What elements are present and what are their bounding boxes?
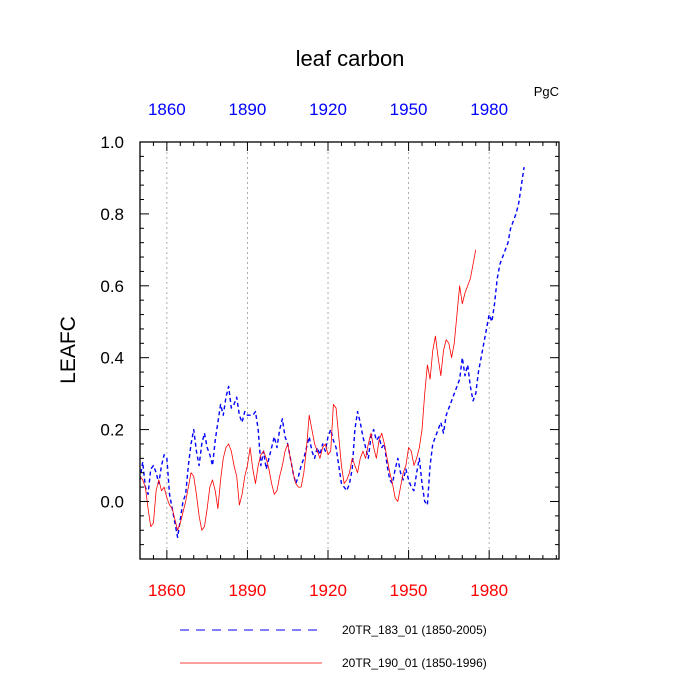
series-line-a — [139, 167, 525, 539]
ticks-layer — [139, 141, 559, 560]
x-tick-label-top-1860: 1860 — [148, 100, 186, 119]
y-tick-label-2: 0.4 — [100, 349, 124, 368]
x-tick-label-bottom-1950: 1950 — [390, 581, 428, 600]
x-tick-label-top-1950: 1950 — [390, 100, 428, 119]
grid-layer — [166, 142, 490, 559]
legend: 20TR_183_01 (1850-2005) 20TR_190_01 (185… — [180, 623, 487, 670]
units-label: PgC — [534, 84, 559, 99]
y-tick-label-3: 0.6 — [100, 277, 124, 296]
y-axis-label: LEAFC — [57, 316, 80, 384]
plot-frame — [139, 141, 560, 560]
x-tick-label-bottom-1860: 1860 — [148, 581, 186, 600]
labels-layer: 1860 1860 1890 1890 1920 1920 1950 1950 1980 1980… — [100, 100, 508, 600]
x-tick-label-top-1890: 1890 — [229, 100, 267, 119]
y-tick-label-5: 1.0 — [100, 133, 124, 152]
legend-label-series-b: 20TR_190_01 (1850-1996) — [342, 656, 487, 670]
series-line-b — [139, 249, 477, 531]
y-tick-label-4: 0.8 — [100, 205, 124, 224]
x-tick-label-bottom-1920: 1920 — [309, 581, 347, 600]
x-tick-label-bottom-1890: 1890 — [229, 581, 267, 600]
x-tick-label-top-1920: 1920 — [309, 100, 347, 119]
x-tick-label-top-1980: 1980 — [470, 100, 508, 119]
series-layer — [139, 167, 525, 539]
y-tick-label-1: 0.2 — [100, 421, 124, 440]
x-tick-label-bottom-1980: 1980 — [470, 581, 508, 600]
chart-title: leaf carbon — [296, 46, 405, 71]
y-tick-label-0: 0.0 — [100, 492, 124, 511]
legend-label-series-a: 20TR_183_01 (1850-2005) — [342, 623, 487, 637]
